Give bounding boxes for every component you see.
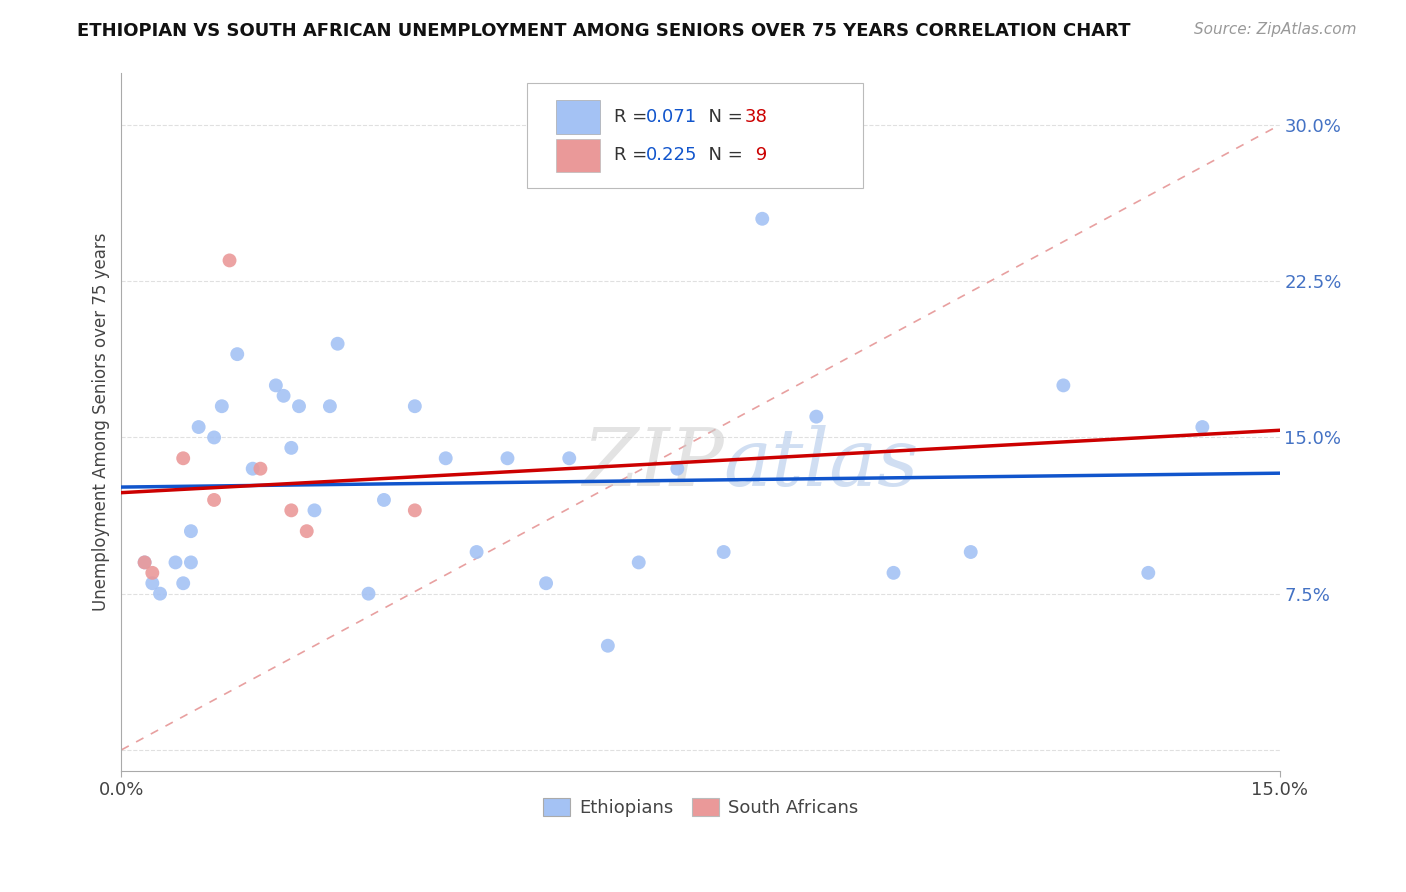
Point bbox=[319, 399, 342, 413]
Point bbox=[187, 420, 209, 434]
Point bbox=[264, 378, 287, 392]
FancyBboxPatch shape bbox=[555, 100, 600, 134]
Text: N =: N = bbox=[697, 146, 748, 164]
Point bbox=[404, 503, 426, 517]
Point bbox=[959, 545, 981, 559]
Point bbox=[666, 461, 689, 475]
Text: ETHIOPIAN VS SOUTH AFRICAN UNEMPLOYMENT AMONG SENIORS OVER 75 YEARS CORRELATION : ETHIOPIAN VS SOUTH AFRICAN UNEMPLOYMENT … bbox=[77, 22, 1130, 40]
Text: 38: 38 bbox=[745, 108, 768, 126]
Text: ZIP: ZIP bbox=[582, 425, 724, 502]
Point bbox=[280, 503, 302, 517]
Text: R =: R = bbox=[613, 146, 652, 164]
Text: 0.071: 0.071 bbox=[647, 108, 697, 126]
Point bbox=[288, 399, 311, 413]
Point bbox=[304, 503, 326, 517]
Point bbox=[496, 451, 519, 466]
Point bbox=[180, 556, 202, 570]
Point bbox=[242, 461, 264, 475]
Text: N =: N = bbox=[697, 108, 748, 126]
Point bbox=[1052, 378, 1074, 392]
Point bbox=[373, 492, 395, 507]
Legend: Ethiopians, South Africans: Ethiopians, South Africans bbox=[536, 790, 865, 824]
Point bbox=[202, 492, 225, 507]
Point bbox=[1191, 420, 1213, 434]
FancyBboxPatch shape bbox=[527, 84, 863, 188]
Point bbox=[1137, 566, 1160, 580]
Point bbox=[149, 587, 172, 601]
Y-axis label: Unemployment Among Seniors over 75 years: Unemployment Among Seniors over 75 years bbox=[93, 233, 110, 611]
Point bbox=[883, 566, 905, 580]
Point bbox=[249, 461, 271, 475]
Point bbox=[534, 576, 557, 591]
Point bbox=[165, 556, 187, 570]
Text: 9: 9 bbox=[751, 146, 768, 164]
Point bbox=[202, 430, 225, 444]
Point bbox=[596, 639, 619, 653]
Point bbox=[226, 347, 249, 361]
Point bbox=[558, 451, 581, 466]
Text: atlas: atlas bbox=[724, 425, 920, 502]
Text: Source: ZipAtlas.com: Source: ZipAtlas.com bbox=[1194, 22, 1357, 37]
Point bbox=[218, 253, 240, 268]
Point bbox=[751, 211, 773, 226]
Point bbox=[627, 556, 650, 570]
Point bbox=[713, 545, 735, 559]
Point bbox=[326, 336, 349, 351]
Point bbox=[273, 389, 295, 403]
FancyBboxPatch shape bbox=[555, 138, 600, 172]
Point bbox=[134, 556, 156, 570]
Point bbox=[806, 409, 828, 424]
Point bbox=[134, 556, 156, 570]
Point bbox=[172, 451, 194, 466]
Point bbox=[280, 441, 302, 455]
Point bbox=[434, 451, 457, 466]
Point bbox=[141, 566, 163, 580]
Point bbox=[357, 587, 380, 601]
Point bbox=[141, 576, 163, 591]
Point bbox=[465, 545, 488, 559]
Text: 0.225: 0.225 bbox=[647, 146, 697, 164]
Text: R =: R = bbox=[613, 108, 652, 126]
Point bbox=[295, 524, 318, 538]
Point bbox=[172, 576, 194, 591]
Point bbox=[180, 524, 202, 538]
Point bbox=[404, 399, 426, 413]
Point bbox=[211, 399, 233, 413]
